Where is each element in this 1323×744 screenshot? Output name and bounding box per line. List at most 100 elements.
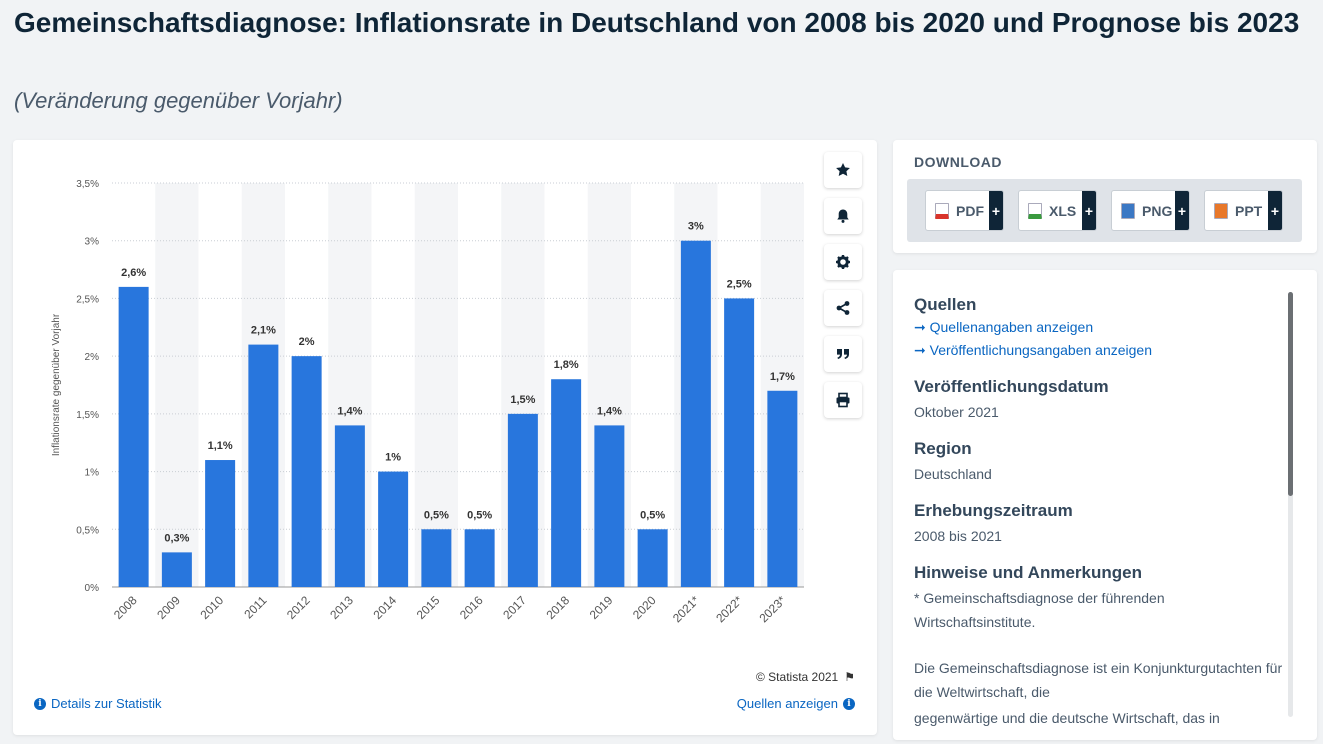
data-label: 2,5% (727, 278, 752, 290)
x-tick-label: 2022* (713, 593, 745, 625)
x-tick-label: 2021* (670, 593, 702, 625)
plus-icon: + (989, 191, 1003, 230)
download-bar: PDF + XLS + PNG + PPT + (907, 179, 1302, 242)
data-label: 0,5% (467, 509, 492, 521)
x-tick-label: 2016 (457, 593, 486, 622)
plus-icon: + (1175, 191, 1189, 230)
x-tick-label: 2017 (500, 593, 529, 622)
y-tick-label: 0,5% (76, 525, 99, 536)
png-file-icon (1121, 202, 1135, 219)
data-label: 2,1% (251, 325, 276, 337)
data-label: 1,5% (510, 394, 535, 406)
bar (767, 390, 798, 587)
info-icon: i (843, 697, 855, 710)
arrow-right-icon: ➞ (914, 342, 926, 358)
x-tick-label: 2014 (370, 593, 399, 622)
y-tick-label: 3,5% (76, 179, 99, 190)
download-xls-button[interactable]: XLS + (1018, 190, 1097, 231)
star-icon (836, 163, 850, 176)
bar (594, 425, 625, 587)
ppt-file-icon (1214, 202, 1228, 219)
bar (118, 286, 149, 587)
download-ppt-button[interactable]: PPT + (1204, 190, 1283, 231)
source-details-link-text: Quellenangaben anzeigen (929, 319, 1094, 335)
notification-button[interactable] (824, 198, 862, 234)
period-value: 2008 bis 2021 (914, 528, 1002, 544)
source-details-link[interactable]: ➞ Quellenangaben anzeigen (914, 316, 1284, 339)
share-icon (836, 301, 850, 315)
data-label: 1,4% (597, 405, 622, 417)
scrollbar-track[interactable] (1288, 292, 1293, 717)
page-subtitle: (Veränderung gegenüber Vorjahr) (14, 88, 343, 113)
cite-button[interactable] (824, 336, 862, 372)
notes-heading: Hinweise und Anmerkungen (914, 563, 1142, 582)
y-tick-label: 2,5% (76, 294, 99, 305)
chart-band (155, 183, 199, 587)
flag-icon[interactable]: ⚑ (844, 670, 855, 684)
bar (421, 529, 452, 587)
notes-text-2: Die Gemeinschaftsdiagnose ist ein Konjun… (914, 660, 1283, 700)
notes-text-1: * Gemeinschaftsdiagnose der führenden Wi… (914, 590, 1165, 630)
bar (551, 379, 582, 587)
x-tick-label: 2010 (197, 593, 226, 622)
print-button[interactable] (824, 382, 862, 418)
plus-icon: + (1268, 191, 1282, 230)
download-png-button[interactable]: PNG + (1111, 190, 1190, 231)
region-heading: Region (914, 439, 972, 458)
sources-link-text: Quellen anzeigen (736, 696, 838, 711)
y-tick-label: 3% (85, 237, 100, 248)
download-card: DOWNLOAD PDF + XLS + PNG + PPT + (893, 140, 1317, 253)
page-title: Gemeinschaftsdiagnose: Inflationsrate in… (14, 7, 1300, 38)
data-label: 1,7% (770, 371, 795, 383)
data-label: 2,6% (121, 267, 146, 279)
data-label: 0,5% (640, 509, 665, 521)
x-tick-label: 2011 (241, 593, 269, 621)
x-tick-label: 2015 (414, 593, 443, 622)
quote-icon (837, 349, 849, 359)
bar (334, 425, 365, 587)
bell-icon (837, 209, 849, 223)
pubdate-value: Oktober 2021 (914, 404, 999, 420)
bar (378, 471, 409, 587)
print-icon (836, 392, 850, 408)
gear-icon (836, 255, 850, 269)
x-tick-label: 2009 (154, 593, 183, 622)
share-button[interactable] (824, 290, 862, 326)
scrollbar-thumb[interactable] (1288, 292, 1293, 496)
y-tick-label: 1,5% (76, 410, 99, 421)
arrow-right-icon: ➞ (914, 319, 926, 335)
download-pdf-button[interactable]: PDF + (925, 190, 1004, 231)
y-tick-label: 0% (85, 583, 100, 594)
favorite-button[interactable] (824, 152, 862, 188)
y-tick-label: 2% (85, 352, 100, 363)
bar (248, 344, 279, 587)
bar (291, 356, 322, 587)
x-tick-label: 2013 (327, 593, 356, 622)
chart-card: 0% 0,5% 1% 1,5% 2% 2,5% 3% 3,5% 2,6% 2008 0,3% 2009… (13, 140, 877, 735)
bar-chart: 0% 0,5% 1% 1,5% 2% 2,5% 3% 3,5% 2,6% 2008 0,3% 2009… (51, 179, 804, 625)
xls-file-icon (1028, 202, 1042, 219)
chart-band (414, 183, 458, 587)
plus-icon: + (1082, 191, 1096, 230)
sources-link[interactable]: Quellen anzeigen i (737, 696, 855, 711)
info-card: Quellen ➞ Quellenangaben anzeigen ➞ Verö… (893, 270, 1317, 740)
pdf-file-icon (935, 202, 949, 219)
publication-details-link-text: Veröffentlichungsangaben anzeigen (929, 342, 1152, 358)
bar (724, 298, 755, 587)
data-label: 3% (688, 221, 704, 233)
data-label: 1,8% (554, 359, 579, 371)
details-link[interactable]: i Details zur Statistik (34, 696, 162, 711)
x-tick-label: 2018 (543, 593, 572, 622)
bar (464, 529, 495, 587)
download-ppt-label: PPT (1235, 202, 1263, 219)
download-png-label: PNG (1142, 202, 1173, 219)
copyright: © Statista 2021 ⚑ (756, 670, 855, 684)
x-tick-label: 2020 (630, 593, 659, 622)
info-icon: i (34, 697, 46, 710)
settings-button[interactable] (824, 244, 862, 280)
publication-details-link[interactable]: ➞ Veröffentlichungsangaben anzeigen (914, 339, 1284, 362)
details-link-text: Details zur Statistik (51, 696, 162, 711)
chart-toolbar (824, 152, 864, 428)
download-heading: DOWNLOAD (914, 154, 1002, 170)
data-label: 1% (385, 452, 401, 464)
